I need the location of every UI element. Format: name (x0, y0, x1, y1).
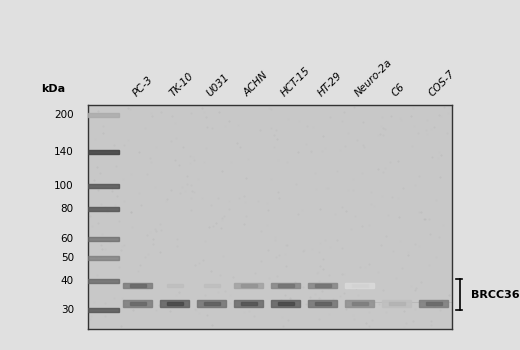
Bar (382, 300, 411, 307)
Bar (198, 300, 226, 307)
Bar (345, 300, 374, 307)
Bar (204, 302, 220, 306)
Text: COS-7: COS-7 (427, 68, 457, 98)
Bar (271, 300, 301, 307)
Bar (123, 284, 152, 288)
Bar (352, 302, 368, 306)
Bar (389, 302, 405, 306)
Text: 80: 80 (61, 204, 74, 214)
Bar (88, 256, 120, 260)
Bar (198, 284, 226, 288)
Bar (88, 184, 120, 188)
Bar (88, 237, 120, 241)
Text: kDa: kDa (41, 84, 65, 94)
Text: TK-10: TK-10 (168, 71, 196, 98)
Bar (204, 285, 220, 287)
Bar (315, 302, 331, 306)
Bar (160, 300, 189, 307)
Text: U031: U031 (205, 72, 231, 98)
Bar (345, 284, 374, 288)
Bar (130, 285, 146, 287)
Bar (278, 302, 294, 306)
Text: 50: 50 (61, 253, 74, 262)
Bar (426, 302, 442, 306)
Text: 140: 140 (54, 147, 74, 156)
Bar (308, 284, 337, 288)
Text: 200: 200 (54, 110, 74, 120)
Text: 60: 60 (61, 234, 74, 244)
Bar (88, 207, 120, 211)
Bar (278, 285, 294, 287)
Text: 30: 30 (61, 305, 74, 315)
Bar (308, 300, 337, 307)
Bar (420, 300, 448, 307)
Text: HCT-15: HCT-15 (279, 65, 312, 98)
Text: 40: 40 (61, 275, 74, 286)
Bar (88, 308, 120, 312)
Bar (167, 285, 183, 287)
Bar (167, 302, 183, 306)
Bar (160, 284, 189, 288)
Bar (352, 285, 368, 287)
Bar (88, 149, 120, 154)
Bar (235, 300, 263, 307)
Bar (241, 285, 257, 287)
Text: PC-3: PC-3 (131, 74, 155, 98)
Text: BRCC36: BRCC36 (471, 290, 519, 300)
Text: 100: 100 (54, 181, 74, 191)
Text: HT-29: HT-29 (316, 70, 344, 98)
Bar (271, 284, 301, 288)
Bar (315, 285, 331, 287)
Text: ACHN: ACHN (242, 70, 270, 98)
Bar (123, 300, 152, 307)
Bar (88, 279, 120, 282)
Text: Neuro-2a: Neuro-2a (353, 57, 394, 98)
Bar (130, 302, 146, 306)
Bar (235, 284, 263, 288)
Text: C6: C6 (390, 82, 407, 98)
Bar (88, 113, 120, 117)
Bar (241, 302, 257, 306)
